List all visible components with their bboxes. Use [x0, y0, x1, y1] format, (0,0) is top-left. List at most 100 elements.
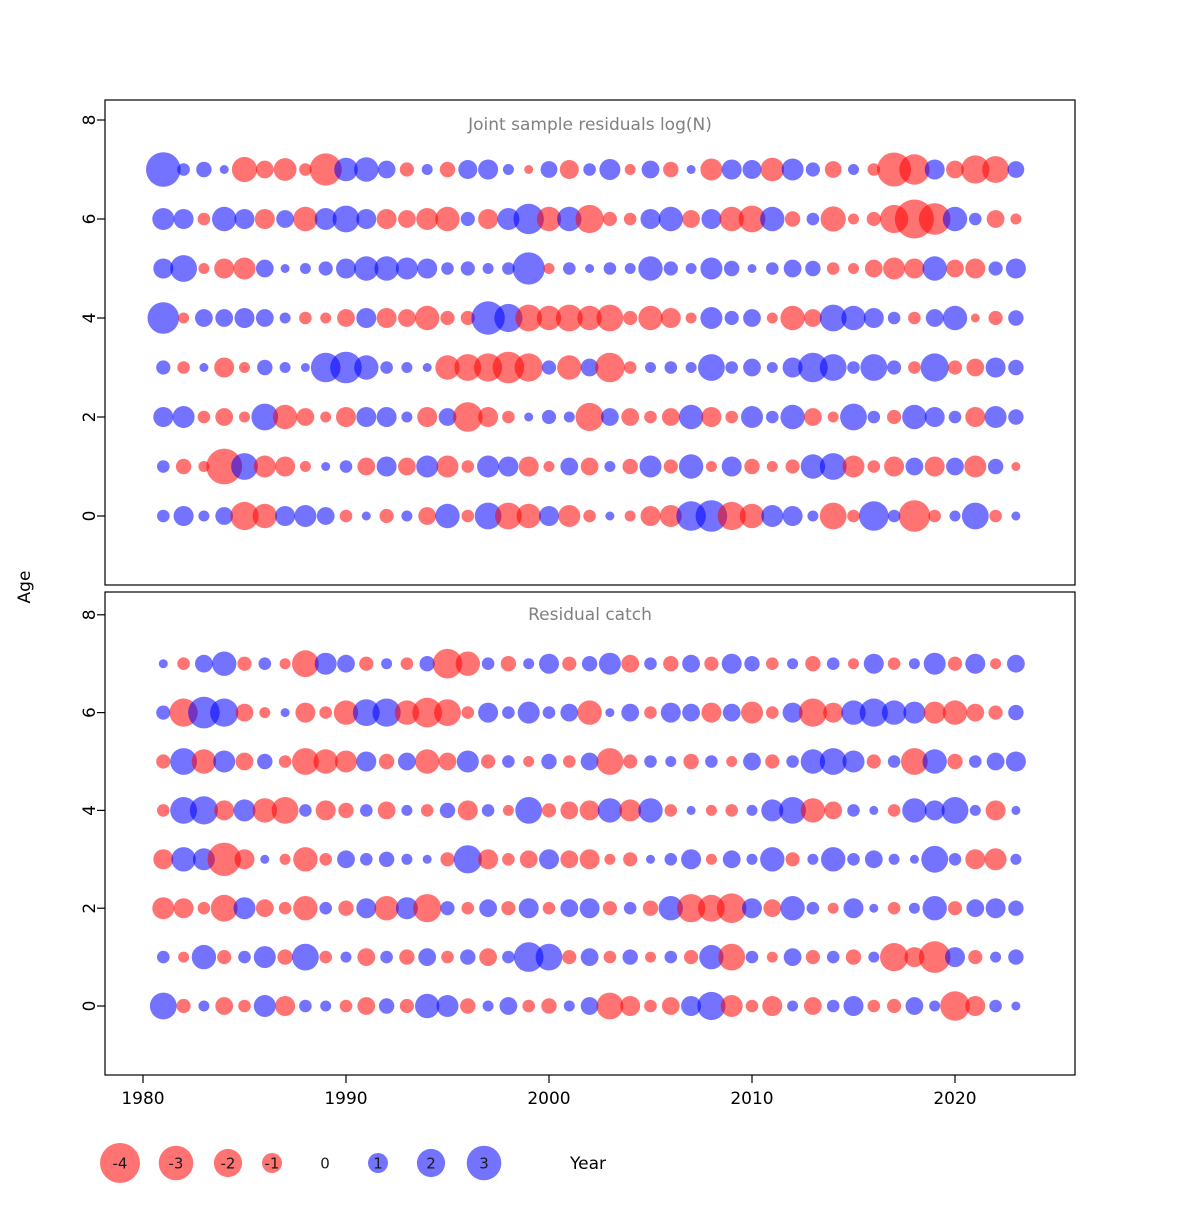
residual-bubble [191, 749, 217, 774]
residual-bubble [824, 161, 842, 178]
residual-bubble [416, 455, 439, 478]
residual-bubble [157, 804, 170, 817]
residual-bubble [188, 696, 220, 729]
residual-bubble [176, 998, 191, 1014]
residual-bubble [299, 311, 312, 325]
residual-bubble [880, 943, 909, 972]
y-tick-label: 4 [80, 805, 100, 816]
residual-bubble [965, 258, 986, 279]
residual-bubble [704, 656, 719, 671]
residual-bubble [535, 943, 563, 971]
residual-bubble [596, 748, 624, 775]
residual-bubble [478, 702, 499, 723]
residual-bubble [665, 756, 677, 767]
residual-bubble [254, 209, 275, 229]
residual-bubble [336, 258, 356, 279]
residual-bubble [658, 896, 683, 921]
residual-bubble [841, 700, 866, 725]
y-tick-label: 0 [80, 1001, 100, 1012]
residual-bubble [560, 457, 579, 476]
residual-bubble [415, 305, 440, 331]
residual-bubble [299, 804, 312, 817]
residual-bubble [543, 263, 555, 274]
residual-bubble [401, 804, 413, 816]
residual-bubble [440, 901, 455, 916]
y-tick-label: 0 [80, 511, 100, 522]
residual-bubble [781, 158, 804, 181]
residual-bubble [898, 500, 931, 532]
residual-bubble [560, 899, 579, 918]
residual-bubble [319, 706, 333, 719]
residual-bubble [924, 800, 945, 821]
residual-bubble [826, 262, 840, 275]
residual-bubble [337, 309, 355, 327]
residual-bubble [682, 703, 700, 722]
legend-bubble [416, 1148, 446, 1178]
residual-bubble [924, 456, 945, 477]
residual-bubble [969, 755, 982, 768]
residual-bubble [417, 407, 438, 427]
residual-bubble [502, 410, 515, 424]
residual-bubble [664, 950, 678, 964]
residual-bubble [638, 305, 663, 331]
residual-bubble [819, 453, 847, 480]
residual-bubble [401, 853, 413, 865]
residual-bubble [918, 941, 951, 973]
residual-bubble [478, 407, 499, 427]
residual-bubble [563, 755, 576, 768]
residual-bubble [929, 1000, 941, 1012]
residual-bubble [800, 454, 826, 479]
residual-bubble [299, 263, 311, 274]
residual-bubble [779, 797, 806, 824]
residual-bubble [887, 509, 901, 523]
residual-bubble [562, 950, 577, 965]
residual-bubble [681, 849, 702, 870]
residual-bubble [524, 412, 534, 422]
residual-bubble [887, 755, 901, 768]
residual-bubble [761, 505, 784, 527]
residual-bubble [985, 800, 1006, 821]
residual-bubble [1008, 704, 1024, 721]
residual-bubble [969, 212, 982, 226]
residual-bubble [724, 310, 739, 326]
residual-bubble [623, 361, 637, 374]
residual-bubble [541, 998, 557, 1014]
residual-bubble [620, 996, 641, 1016]
residual-bubble [339, 460, 353, 473]
residual-bubble [417, 258, 438, 279]
residual-bubble [725, 361, 738, 374]
residual-bubble [644, 657, 657, 670]
residual-bubble [678, 404, 704, 430]
residual-bubble [296, 408, 315, 426]
residual-bubble [782, 506, 803, 526]
residual-bubble [965, 407, 986, 427]
x-tick-label: 2000 [527, 1089, 570, 1109]
residual-bubble [988, 310, 1003, 326]
residual-bubble [621, 654, 640, 673]
residual-bubble [644, 410, 657, 424]
residual-bubble [840, 403, 867, 431]
residual-bubble [515, 797, 543, 824]
residual-bubble [921, 845, 949, 873]
residual-bubble [478, 159, 499, 180]
residual-bubble [156, 754, 171, 769]
residual-bubble [309, 153, 342, 186]
residual-bubble [416, 208, 439, 230]
residual-bubble [863, 653, 884, 674]
residual-bubble [541, 803, 557, 818]
residual-bubble [985, 898, 1006, 919]
residual-bubble [234, 849, 255, 870]
residual-bubble [990, 658, 1002, 670]
residual-bubble [299, 163, 312, 176]
residual-bubble [990, 951, 1002, 963]
residual-bubble [826, 999, 840, 1013]
residual-bubble [173, 209, 194, 229]
residual-bubble [699, 944, 724, 970]
residual-bubble [697, 991, 726, 1021]
residual-bubble [968, 950, 983, 965]
residual-bubble [766, 410, 779, 424]
residual-bubble [522, 999, 535, 1013]
residual-bubble [724, 260, 740, 277]
residual-bubble [1011, 511, 1021, 521]
residual-bubble [555, 304, 583, 332]
